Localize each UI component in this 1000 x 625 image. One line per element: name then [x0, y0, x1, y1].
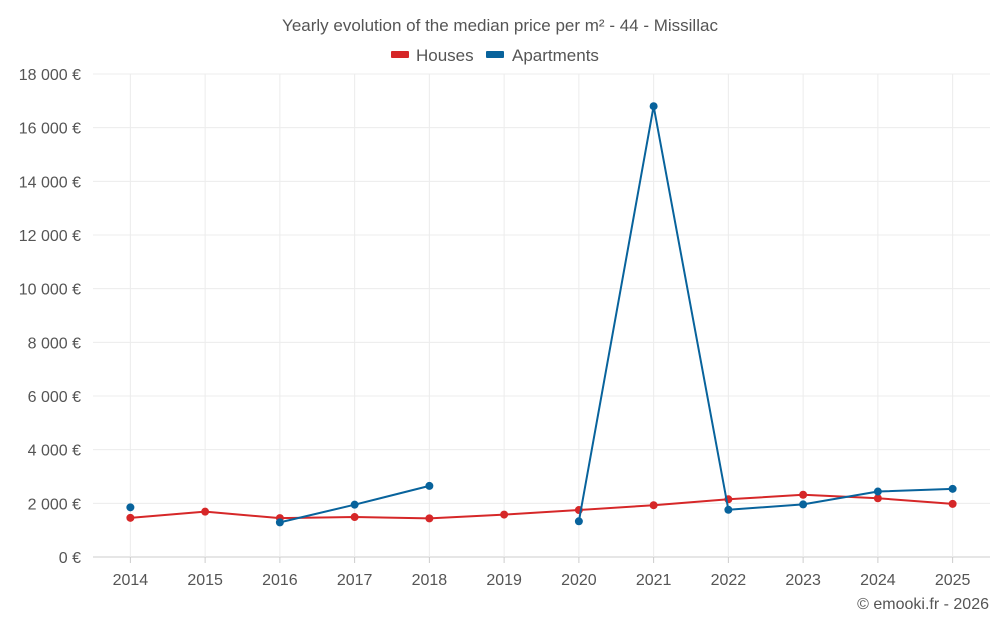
data-point-houses[interactable] [350, 513, 359, 522]
data-point-apartments[interactable] [574, 517, 583, 526]
y-tick-label: 6 000 € [28, 389, 81, 406]
series-line-houses [130, 493, 953, 520]
legend-swatch-houses [391, 51, 409, 58]
series-line-apartments [577, 105, 953, 522]
data-point-houses[interactable] [948, 499, 957, 508]
y-tick-label: 16 000 € [19, 121, 81, 138]
data-point-houses[interactable] [425, 514, 434, 523]
data-point-houses[interactable] [201, 507, 210, 516]
x-tick-label: 2019 [486, 572, 522, 589]
chart-title: Yearly evolution of the median price per… [282, 16, 718, 35]
series [126, 102, 957, 527]
gridlines [93, 73, 990, 558]
data-point-apartments[interactable] [275, 518, 284, 527]
legend-item-apartments[interactable]: Apartments [486, 46, 599, 65]
credit-text: © emooki.fr - 2026 [857, 596, 989, 613]
data-point-apartments[interactable] [799, 500, 808, 509]
data-point-houses[interactable] [873, 494, 882, 503]
x-tick-label: 2025 [935, 572, 971, 589]
data-point-apartments[interactable] [873, 487, 882, 496]
x-tick-label: 2022 [711, 572, 747, 589]
data-point-apartments[interactable] [649, 102, 658, 111]
y-tick-label: 8 000 € [28, 335, 81, 352]
x-tick-label: 2016 [262, 572, 298, 589]
series-apartments [126, 102, 957, 527]
legend-label-houses: Houses [416, 46, 474, 65]
data-point-apartments[interactable] [724, 505, 733, 514]
data-point-apartments[interactable] [425, 481, 434, 490]
x-tick-label: 2021 [636, 572, 672, 589]
x-tick-label: 2018 [412, 572, 448, 589]
x-tick-label: 2017 [337, 572, 373, 589]
data-point-houses[interactable] [799, 490, 808, 499]
data-point-apartments[interactable] [350, 500, 359, 509]
y-tick-label: 10 000 € [19, 282, 81, 299]
x-axis: 2014 2015 2016 2017 2018 2019 2020 2021 2022 2023… [113, 557, 971, 589]
y-tick-label: 12 000 € [19, 228, 81, 245]
y-tick-label: 18 000 € [19, 67, 81, 84]
series-houses [126, 490, 957, 523]
data-point-houses[interactable] [126, 513, 135, 522]
x-tick-label: 2024 [860, 572, 896, 589]
legend-swatch-apartments [486, 51, 504, 58]
y-tick-label: 0 € [59, 550, 81, 567]
y-tick-label: 2 000 € [28, 496, 81, 513]
legend-item-houses[interactable]: Houses [391, 46, 474, 65]
data-point-houses[interactable] [649, 501, 658, 510]
y-axis: 0 € 2 000 € 4 000 € 6 000 € 8 000 € 10 000 € 1… [19, 67, 81, 567]
data-point-apartments[interactable] [948, 484, 957, 493]
x-tick-label: 2020 [561, 572, 597, 589]
x-tick-label: 2023 [785, 572, 821, 589]
data-point-houses[interactable] [500, 510, 509, 519]
y-tick-label: 4 000 € [28, 443, 81, 460]
legend: Houses Apartments [391, 46, 599, 65]
legend-label-apartments: Apartments [512, 46, 599, 65]
x-tick-label: 2015 [187, 572, 223, 589]
data-point-apartments[interactable] [126, 503, 135, 512]
y-tick-label: 14 000 € [19, 174, 81, 191]
x-tick-label: 2014 [113, 572, 149, 589]
